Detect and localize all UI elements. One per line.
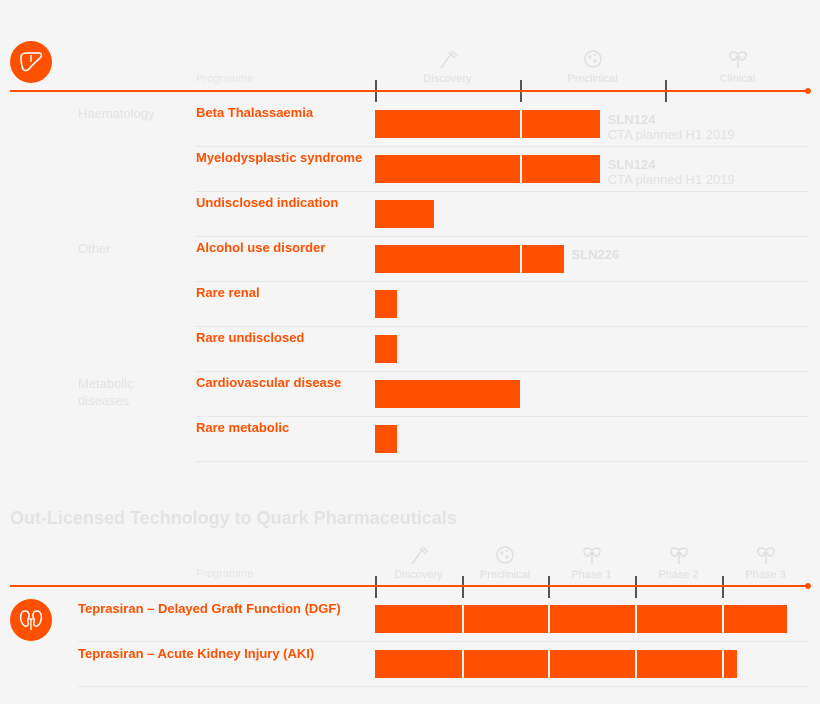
organ-icon — [755, 544, 777, 566]
bar-phase-divider — [635, 605, 637, 633]
programme-column-header: Programme — [196, 73, 254, 85]
phase-label: Clinical — [719, 73, 756, 85]
therapeutic-area-label: Other — [78, 241, 111, 256]
phase-divider-tick — [548, 576, 550, 598]
programme-label: Teprasiran – Acute Kidney Injury (AKI) — [78, 646, 315, 661]
pipette-icon — [408, 544, 430, 566]
annotation-note: CTA planned H1 2019 — [607, 127, 735, 142]
bar-phase-divider — [635, 650, 637, 678]
phase-label: Phase 3 — [745, 569, 786, 581]
phase-label: Phase 2 — [658, 569, 699, 581]
programme-label: Beta Thalassaemia — [196, 105, 314, 120]
phase-label: Phase 1 — [571, 569, 612, 581]
progress-bar — [375, 650, 737, 678]
bar-phase-divider — [462, 605, 464, 633]
programme-label: Teprasiran – Delayed Graft Function (DGF… — [78, 601, 341, 616]
phase-label: Preclinical — [567, 73, 618, 85]
bar-phase-divider — [520, 155, 522, 183]
organ-icon — [727, 48, 749, 70]
programme-column-header: Programme — [196, 568, 254, 580]
pipette-icon — [437, 48, 459, 70]
progress-bar — [375, 110, 600, 138]
programme-label: Rare renal — [196, 285, 260, 300]
annotation-note: CTA planned H1 2019 — [607, 172, 735, 187]
annotation-name: SLN226 — [571, 247, 620, 262]
annotation-name: SLN124 — [607, 157, 656, 172]
bar-annotation: SLN124 CTA planned H1 2019 — [608, 157, 735, 187]
progress-bar — [375, 245, 564, 273]
row-separator — [196, 371, 808, 372]
bar-phase-divider — [722, 605, 724, 633]
progress-bar — [375, 425, 397, 453]
petri-dish-icon — [494, 544, 516, 566]
timeline-axis — [10, 583, 811, 588]
row-separator — [196, 146, 808, 147]
phase-label: Preclinical — [479, 569, 531, 581]
phase-divider-tick — [462, 576, 464, 598]
petri-dish-icon — [582, 48, 604, 70]
programme-label: Myelodysplastic syndrome — [196, 150, 363, 165]
progress-bar — [375, 335, 397, 363]
organ-icon — [668, 544, 690, 566]
annotation-name: SLN124 — [607, 112, 656, 127]
bar-annotation: SLN226 — [572, 247, 620, 262]
progress-bar — [375, 200, 435, 228]
row-separator — [196, 281, 808, 282]
bar-phase-divider — [722, 650, 724, 678]
progress-bar — [375, 155, 600, 183]
phase-divider-tick — [722, 576, 724, 598]
row-separator — [78, 641, 808, 642]
liver-icon-badge — [10, 41, 52, 83]
therapeutic-area-label: Metabolic diseases — [78, 376, 134, 408]
progress-bar — [375, 290, 397, 318]
row-separator — [196, 191, 808, 192]
phase-divider-tick — [375, 576, 377, 598]
programme-label: Rare metabolic — [196, 420, 290, 435]
timeline-axis — [10, 88, 811, 93]
progress-bar — [375, 605, 788, 633]
bar-phase-divider — [548, 605, 550, 633]
therapeutic-area-label: Haematology — [78, 106, 155, 121]
row-separator — [196, 326, 808, 327]
row-separator — [196, 416, 808, 417]
row-separator — [196, 236, 808, 237]
bar-phase-divider — [520, 245, 522, 273]
programme-label: Alcohol use disorder — [196, 240, 326, 255]
row-separator — [196, 461, 808, 462]
section-title: Out-Licensed Technology to Quark Pharmac… — [10, 508, 457, 528]
phase-divider-tick — [635, 576, 637, 598]
liver-icon — [20, 52, 43, 72]
phase-label: Discovery — [423, 73, 472, 85]
bar-phase-divider — [462, 650, 464, 678]
progress-bar — [375, 380, 520, 408]
bar-phase-divider — [548, 650, 550, 678]
kidney-icon-badge — [10, 599, 52, 641]
organ-icon — [581, 544, 603, 566]
programme-label: Rare undisclosed — [196, 330, 305, 345]
row-separator — [78, 686, 808, 687]
programme-label: Cardiovascular disease — [196, 375, 342, 390]
bar-phase-divider — [520, 110, 522, 138]
phase-label: Discovery — [394, 569, 443, 581]
programme-label: Undisclosed indication — [196, 195, 339, 210]
bar-annotation: SLN124 CTA planned H1 2019 — [608, 112, 735, 142]
kidney-icon — [19, 610, 43, 630]
